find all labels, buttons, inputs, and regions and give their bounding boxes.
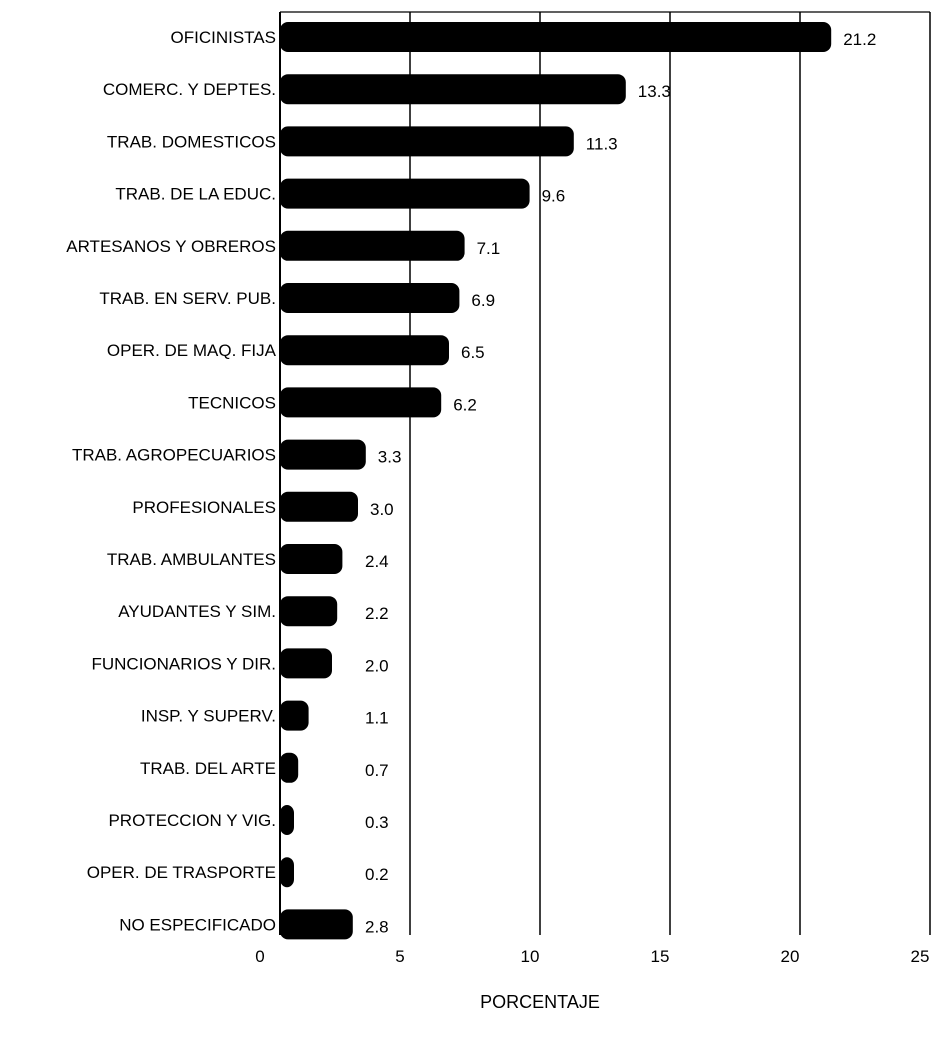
value-label: 21.2 (843, 30, 876, 49)
category-label: TRAB. DE LA EDUC. (115, 185, 276, 204)
category-label: PROFESIONALES (132, 498, 276, 517)
category-label: OFICINISTAS (171, 28, 276, 47)
bar (280, 491, 358, 522)
category-label: TRAB. AGROPECUARIOS (72, 446, 276, 465)
value-label: 7.1 (477, 239, 501, 258)
value-label: 11.3 (586, 134, 618, 153)
bar (280, 805, 294, 835)
x-tick-label: 25 (911, 947, 930, 966)
x-tick-label: 10 (521, 947, 540, 966)
bar (280, 335, 449, 366)
bar (280, 178, 530, 209)
bars (280, 22, 832, 940)
value-label: 6.9 (471, 291, 495, 310)
category-label: TRAB. EN SERV. PUB. (99, 289, 276, 308)
bar (280, 909, 353, 940)
bar (280, 126, 574, 157)
bar (280, 439, 366, 470)
bar (280, 700, 309, 731)
bar (280, 596, 338, 627)
category-label: NO ESPECIFICADO (119, 915, 276, 934)
category-label: FUNCIONARIOS Y DIR. (91, 654, 276, 673)
bar (280, 544, 343, 574)
labels: 0 5 10 15 20 25 OFICINISTAS 21.2 COMERC. Y DEPTE… (66, 28, 929, 966)
category-label: TRAB. DEL ARTE (140, 759, 276, 778)
category-label: OPER. DE MAQ. FIJA (107, 341, 277, 360)
category-label: OPER. DE TRASPORTE (87, 863, 276, 882)
value-label: 2.4 (365, 552, 389, 571)
value-label: 6.5 (461, 343, 485, 362)
category-label: PROTECCION Y VIG. (108, 811, 276, 830)
bar (280, 22, 832, 52)
bar (280, 857, 294, 888)
value-label: 0.3 (365, 813, 389, 832)
category-label: TRAB. AMBULANTES (107, 550, 276, 569)
x-tick-label: 15 (651, 947, 670, 966)
value-label: 0.7 (365, 761, 389, 780)
gridlines (409, 12, 931, 935)
category-label: TECNICOS (188, 393, 276, 412)
bar (280, 74, 626, 105)
category-label: AYUDANTES Y SIM. (118, 602, 276, 621)
value-label: 13.3 (638, 82, 671, 101)
value-label: 3.0 (370, 500, 394, 519)
bar (280, 283, 460, 313)
value-label: 3.3 (378, 448, 402, 467)
x-tick-label: 0 (255, 947, 264, 966)
x-axis-title: PORCENTAJE (480, 992, 600, 1012)
x-tick-label: 5 (395, 947, 404, 966)
bar (280, 648, 332, 679)
value-label: 0.2 (365, 865, 389, 884)
value-label: 6.2 (453, 395, 477, 414)
value-label: 2.0 (365, 656, 389, 675)
bar (280, 752, 299, 783)
bar (280, 387, 442, 418)
category-label: TRAB. DOMESTICOS (107, 132, 276, 151)
value-label: 2.8 (365, 917, 389, 936)
value-label: 9.6 (542, 187, 566, 206)
bar (280, 230, 465, 261)
value-label: 1.1 (365, 709, 389, 728)
category-label: COMERC. Y DEPTES. (103, 80, 276, 99)
category-label: INSP. Y SUPERV. (141, 707, 276, 726)
axes (279, 11, 930, 935)
x-tick-label: 20 (781, 947, 800, 966)
category-label: ARTESANOS Y OBREROS (66, 237, 276, 256)
value-label: 2.2 (365, 604, 389, 623)
